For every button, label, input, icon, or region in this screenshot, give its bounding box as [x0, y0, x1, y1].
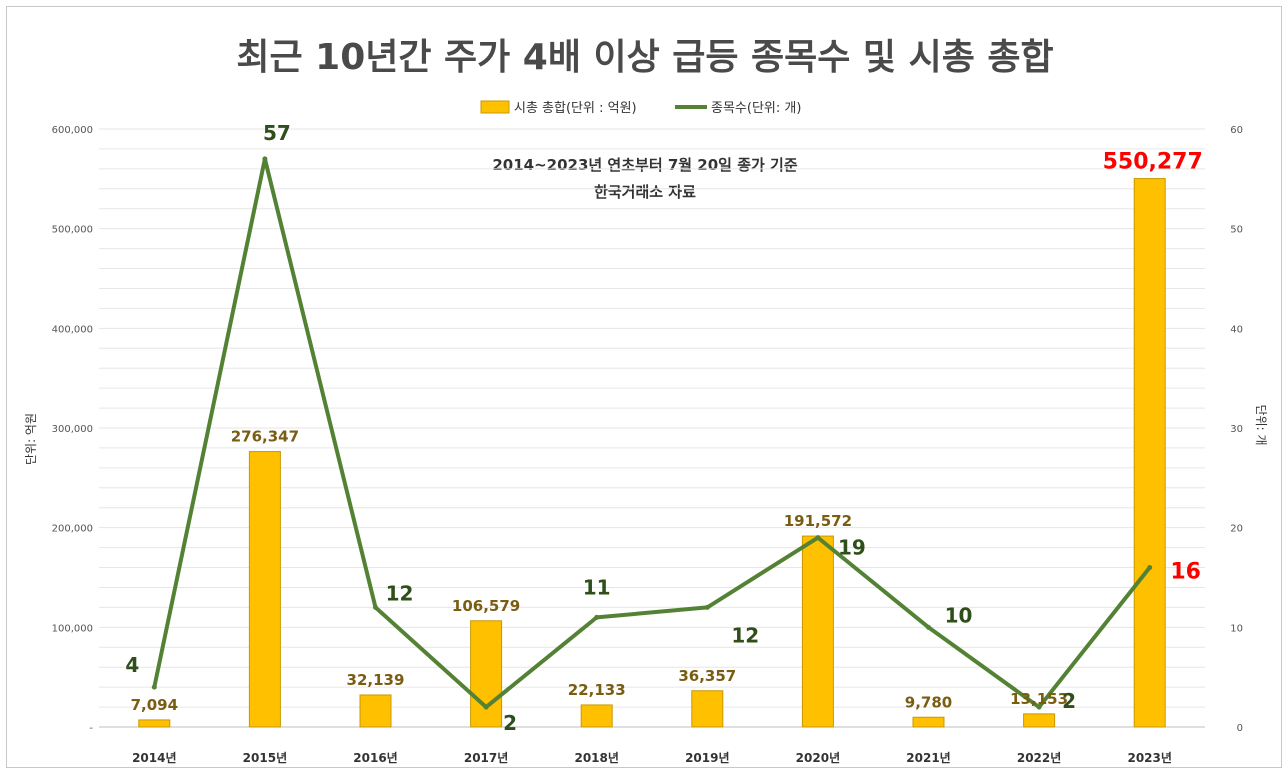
plot-area: - 100,000 200,000 300,000 400,000 500,000 600,…: [52, 121, 1243, 765]
y-right-tick-label: 30: [1230, 424, 1243, 435]
bar: [470, 620, 503, 728]
y-right-axis-title: 단위: 개: [1254, 405, 1268, 446]
line-point: [815, 535, 821, 541]
x-tick-label: 2014년: [132, 751, 176, 765]
y-right-tick-label: 20: [1230, 524, 1243, 535]
chart-svg: 최근 10년간 주가 4배 이상 급등 종목수 및 시총 총합 시총 총합(단위…: [24, 37, 1268, 765]
y-left-tick-label: 300,000: [52, 424, 93, 435]
y-right-tick-label: 40: [1230, 324, 1243, 335]
line-data-label: 4: [125, 653, 139, 677]
bar: [691, 690, 724, 728]
bar-data-label: 13,153: [1010, 690, 1068, 708]
bar: [580, 704, 613, 728]
chart-frame: 최근 10년간 주가 4배 이상 급등 종목수 및 시총 총합 시총 총합(단위…: [6, 6, 1282, 768]
line-data-label: 12: [731, 623, 759, 647]
y-left-tick-label: 400,000: [52, 324, 93, 335]
line-data-label: 2: [503, 711, 517, 735]
line-point: [151, 684, 157, 690]
series-line: [152, 156, 1152, 710]
x-tick-label: 2021년: [906, 751, 950, 765]
subtitle-line-2: 한국거래소 자료: [594, 183, 696, 201]
line-data-label: 16: [1170, 560, 1201, 585]
x-tick-label: 2015년: [243, 751, 287, 765]
x-tick-label: 2019년: [685, 751, 729, 765]
y-left-tick-label: 100,000: [52, 623, 93, 634]
y-right-tick-label: 50: [1230, 225, 1243, 236]
y-right-tick-label: 10: [1230, 623, 1243, 634]
y-left-tick-label: 500,000: [52, 225, 93, 236]
chart-title: 최근 10년간 주가 4배 이상 급등 종목수 및 시총 총합: [236, 37, 1053, 78]
y-left-tick-label: 200,000: [52, 524, 93, 535]
x-tick-label: 2016년: [353, 751, 397, 765]
legend: 시총 총합(단위 : 억원) 종목수(단위: 개): [480, 100, 801, 116]
bar-data-label: 191,572: [784, 512, 852, 530]
subtitle-line-1: 2014~2023년 연초부터 7월 20일 종가 기준: [492, 156, 797, 174]
bar-data-label: 276,347: [231, 428, 299, 446]
legend-bar-label: 시총 총합(단위 : 억원): [514, 101, 637, 116]
line-data-label: 10: [945, 603, 973, 627]
line-data-label: 12: [386, 581, 414, 605]
y-right-tick-label: 60: [1230, 125, 1243, 136]
line-point: [1036, 704, 1042, 710]
line-data-label: 19: [838, 536, 866, 560]
x-tick-label: 2020년: [796, 751, 840, 765]
y-left-tick-label: 600,000: [52, 125, 93, 136]
y-left-tick-label: -: [89, 723, 93, 734]
bar-data-label: 106,579: [452, 597, 520, 615]
line-point: [1147, 565, 1153, 571]
bar-data-label: 22,133: [568, 681, 626, 699]
bar: [138, 719, 171, 728]
line-point: [594, 614, 600, 620]
line-point: [483, 704, 489, 710]
x-tick-label: 2023년: [1127, 751, 1171, 765]
line-point: [373, 604, 378, 610]
line-data-label: 2: [1062, 689, 1076, 713]
bar-data-label: 9,780: [905, 693, 952, 711]
bar-data-label: 36,357: [678, 667, 736, 685]
legend-bar-swatch: [480, 100, 510, 114]
line-point: [704, 604, 710, 610]
line-data-label: 11: [583, 575, 611, 599]
x-tick-label: 2018년: [574, 751, 618, 765]
bar: [912, 716, 945, 728]
line-data-label: 57: [263, 121, 291, 145]
x-tick-label: 2017년: [464, 751, 508, 765]
y-right-tick-label: 0: [1237, 723, 1243, 734]
bar-data-label: 550,277: [1103, 150, 1203, 175]
bar: [1023, 713, 1056, 728]
line-point: [262, 156, 268, 162]
line-point: [926, 624, 931, 630]
legend-line-label: 종목수(단위: 개): [711, 101, 801, 116]
bar-data-label: 32,139: [347, 671, 405, 689]
y-left-axis-title: 단위: 억원: [24, 413, 38, 465]
bar: [359, 694, 392, 728]
x-tick-label: 2022년: [1017, 751, 1061, 765]
bar: [1133, 178, 1166, 728]
bar-data-label: 7,094: [131, 696, 178, 714]
bar: [801, 535, 834, 728]
bar: [248, 451, 281, 728]
